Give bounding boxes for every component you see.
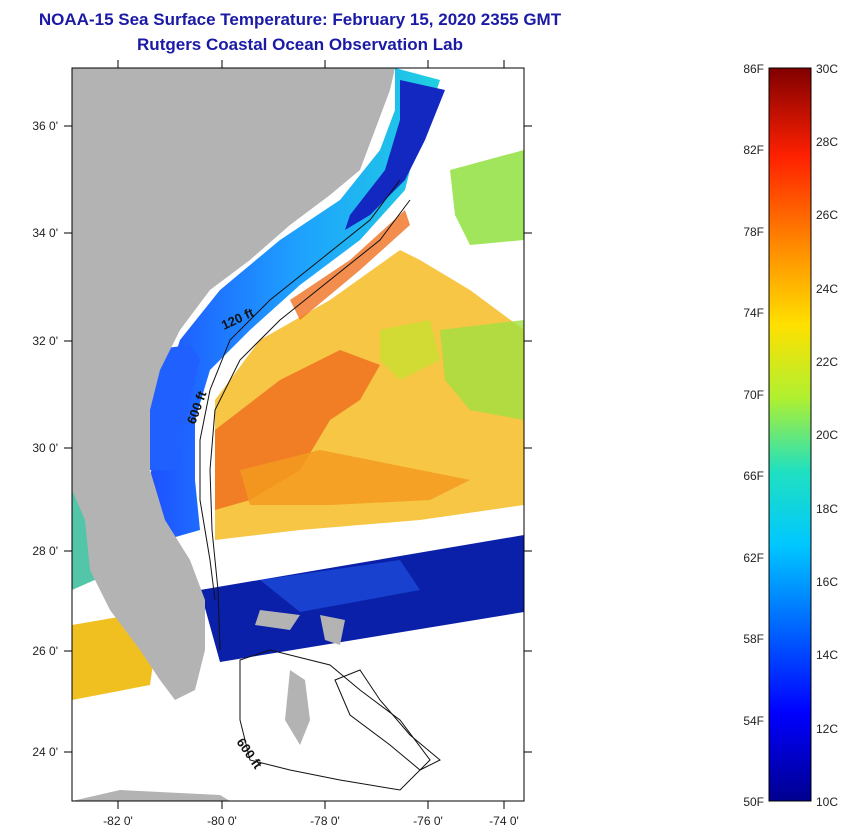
- bahamas-island-3: [285, 670, 310, 745]
- southern-swath-light: [260, 560, 420, 612]
- lon-label: -80 0': [207, 814, 237, 828]
- lat-label: 30 0': [32, 441, 58, 455]
- cold-coastal-water: [150, 68, 440, 540]
- lon-label: -76 0': [413, 814, 443, 828]
- map-subtitle: Rutgers Coastal Ocean Observation Lab: [137, 35, 463, 54]
- bahamas-island-1: [255, 610, 300, 630]
- map-area: [72, 68, 524, 801]
- bahamas-contour: [239, 649, 431, 791]
- lat-label: 24 0': [32, 745, 58, 759]
- hot-water-band-2: [240, 450, 470, 505]
- bahamas-contour-2: [334, 669, 441, 771]
- green-patch-3: [380, 320, 440, 380]
- land-mainland: [72, 68, 395, 700]
- lon-label: -82 0': [103, 814, 133, 828]
- contour-600ft: [209, 199, 411, 651]
- lat-label: 28 0': [32, 544, 58, 558]
- map-title: NOAA-15 Sea Surface Temperature: Februar…: [38, 10, 562, 29]
- lat-label: 36 0': [32, 119, 58, 133]
- blue-nearshore-south: [150, 345, 200, 470]
- shelf-warm-strip: [290, 210, 410, 320]
- lat-label: 26 0': [32, 644, 58, 658]
- lon-label: -78 0': [310, 814, 340, 828]
- green-patch-1: [450, 150, 524, 245]
- contour-120ft: [199, 179, 401, 601]
- green-patch-2: [440, 320, 524, 420]
- longitude-axis: -82 0' -80 0' -78 0' -76 0' -74 0': [103, 60, 519, 828]
- map-frame: [71, 67, 525, 802]
- lat-label: 34 0': [32, 226, 58, 240]
- latitude-axis: 36 0' 34 0' 32 0' 30 0' 28 0' 26 0' 24 0…: [32, 119, 532, 759]
- cuba-land: [72, 790, 230, 801]
- deep-blue-inner-shelf: [345, 80, 445, 230]
- bahamas-island-2: [320, 615, 345, 645]
- lon-label: -74 0': [489, 814, 519, 828]
- lat-label: 32 0': [32, 334, 58, 348]
